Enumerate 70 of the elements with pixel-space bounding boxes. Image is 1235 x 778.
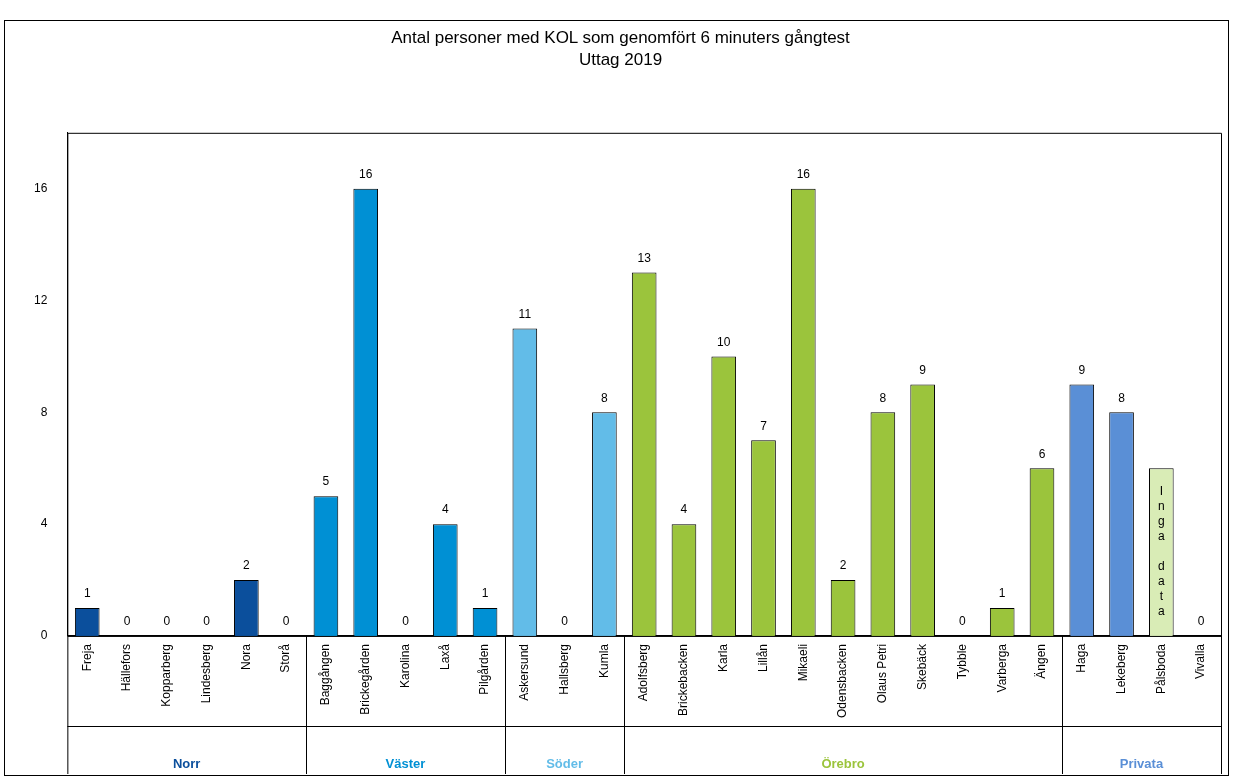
x-tick-label: Freja bbox=[79, 643, 94, 672]
x-tick-label: Nora bbox=[238, 643, 253, 670]
data-label: 1 bbox=[83, 586, 91, 601]
text: Inga data bbox=[1157, 484, 1165, 619]
y-tick-label: 4 bbox=[40, 516, 48, 531]
x-tick-label: Varberga bbox=[994, 643, 1009, 693]
data-label: 9 bbox=[1078, 362, 1086, 377]
x-tick-label: Brickebacken bbox=[676, 643, 691, 716]
data-label: 13 bbox=[637, 250, 652, 265]
x-tick-label: Hällefors bbox=[119, 643, 134, 692]
text: Norr bbox=[172, 755, 201, 771]
data-label: 4 bbox=[441, 502, 449, 517]
x-tick-label: Haga bbox=[1074, 643, 1089, 673]
data-label: 0 bbox=[1197, 614, 1205, 629]
data-label: 0 bbox=[123, 614, 131, 629]
data-label: 0 bbox=[402, 614, 410, 629]
x-tick-label: Tybble bbox=[954, 643, 969, 680]
x-tick-label: Vivalla bbox=[1193, 643, 1208, 680]
x-tick-label: Skebäck bbox=[914, 642, 929, 690]
x-tick-label: Kumla bbox=[596, 643, 611, 678]
data-label: 0 bbox=[561, 614, 569, 629]
y-tick-label: 8 bbox=[40, 404, 48, 419]
data-label: 0 bbox=[959, 614, 967, 629]
x-tick-label: Kopparberg bbox=[159, 643, 174, 707]
data-label: 8 bbox=[601, 390, 609, 405]
data-label: 2 bbox=[243, 558, 251, 573]
x-tick-label: Karolina bbox=[397, 643, 412, 688]
y-tick-label: 12 bbox=[33, 292, 48, 307]
x-tick-label: Karla bbox=[716, 643, 731, 672]
y-tick-label: 0 bbox=[40, 628, 48, 643]
x-tick-label: Ängen bbox=[1034, 643, 1049, 679]
x-tick-label: Pilgården bbox=[477, 643, 492, 695]
data-label: 0 bbox=[163, 614, 171, 629]
chart-title: Antal personer med KOL som genomfört 6 minuters gångtest bbox=[391, 27, 851, 47]
x-tick-label: Odensbacken bbox=[835, 643, 850, 719]
x-tick-label: Askersund bbox=[517, 643, 532, 701]
y-tick-label: 16 bbox=[33, 181, 48, 196]
x-tick-label: Storå bbox=[278, 643, 293, 673]
text: Privata bbox=[1119, 755, 1164, 771]
x-tick-label: Lillån bbox=[755, 643, 770, 672]
x-tick-label: Brickegården bbox=[358, 643, 373, 715]
data-label: 9 bbox=[919, 362, 927, 377]
chart-subtitle: Uttag 2019 bbox=[578, 50, 663, 70]
text: Väster bbox=[385, 755, 426, 771]
text: Örebro bbox=[821, 755, 865, 771]
data-label: 11 bbox=[518, 306, 532, 321]
x-tick-label: Baggången bbox=[318, 643, 333, 706]
x-tick-label: Lindesberg bbox=[198, 643, 213, 704]
data-label: 0 bbox=[282, 614, 290, 629]
data-label: 16 bbox=[359, 167, 373, 182]
data-label: 2 bbox=[839, 558, 847, 573]
data-label: 4 bbox=[680, 502, 688, 517]
x-tick-label: Mikaeli bbox=[795, 643, 810, 682]
x-tick-label: Pålsboda bbox=[1153, 643, 1168, 694]
data-label: 1 bbox=[998, 586, 1006, 601]
x-tick-label: Olaus Petri bbox=[875, 643, 890, 704]
text: Söder bbox=[546, 755, 584, 771]
data-label: 0 bbox=[203, 614, 211, 629]
x-tick-label: Hallsberg bbox=[556, 643, 571, 695]
x-tick-label: Adolfsberg bbox=[636, 643, 651, 702]
x-tick-label: Lekeberg bbox=[1113, 643, 1128, 694]
data-label: 5 bbox=[322, 474, 330, 489]
data-label: 1 bbox=[481, 586, 489, 601]
data-label: 6 bbox=[1038, 446, 1046, 461]
data-label: 8 bbox=[1118, 390, 1126, 405]
x-tick-label: Laxå bbox=[437, 643, 452, 670]
data-label: 16 bbox=[796, 167, 811, 182]
data-label: 10 bbox=[717, 334, 731, 349]
data-label: 8 bbox=[879, 390, 887, 405]
data-label: 7 bbox=[760, 418, 768, 433]
